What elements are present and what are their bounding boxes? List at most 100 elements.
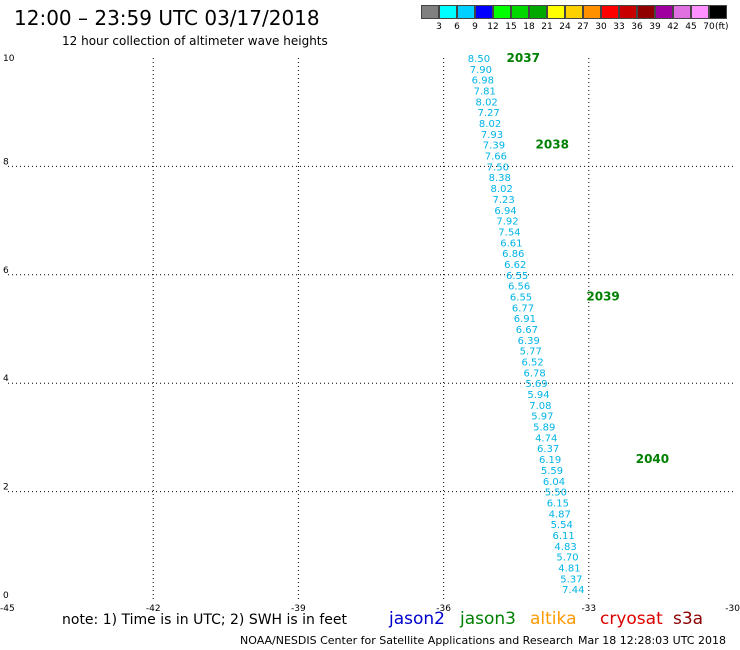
wave-height-value: 5.97: [531, 412, 553, 423]
wave-height-value: 5.69: [525, 379, 547, 390]
wave-height-value: 6.78: [523, 368, 545, 379]
wave-height-value: 7.39: [483, 141, 505, 152]
wave-height-value: 6.86: [502, 249, 524, 260]
color-label: 18: [523, 22, 535, 32]
color-label: 3: [436, 22, 442, 32]
color-swatch: [493, 5, 511, 19]
wave-height-value: 8.02: [479, 119, 501, 130]
color-swatch: [637, 5, 655, 19]
x-tick-label: -36: [436, 604, 451, 614]
chart-subtitle: 12 hour collection of altimeter wave hei…: [62, 34, 328, 48]
color-swatch: [475, 5, 493, 19]
color-swatch: [565, 5, 583, 19]
wave-height-value: 4.83: [554, 542, 576, 553]
wave-height-value: 5.89: [533, 423, 555, 434]
color-label: 9: [472, 22, 478, 32]
satellite-cryosat: cryosat: [600, 609, 663, 629]
wave-height-value: 4.87: [549, 509, 571, 520]
timestamp-text: Mar 18 12:28:03 UTC 2018: [578, 634, 726, 647]
wave-height-value: 6.19: [539, 455, 561, 466]
wave-height-value: 6.56: [508, 282, 530, 293]
wave-height-value: 6.77: [512, 303, 534, 314]
wave-height-value: 7.44: [562, 585, 584, 596]
wave-height-value: 5.59: [541, 466, 563, 477]
x-tick-label: -39: [291, 604, 306, 614]
y-tick-label: 2: [3, 483, 9, 493]
wave-height-value: 7.54: [498, 227, 520, 238]
wave-height-value: 6.39: [518, 336, 540, 347]
color-swatch: [583, 5, 601, 19]
y-tick-label: 6: [3, 266, 9, 276]
y-tick-label: 10: [3, 54, 15, 64]
wave-height-value: 5.77: [520, 347, 542, 358]
satellite-altika: altika: [530, 609, 577, 629]
color-swatch: [655, 5, 673, 19]
wave-height-value: 5.37: [560, 574, 582, 585]
wave-height-value: 5.50: [545, 488, 567, 499]
wave-height-value: 6.15: [547, 498, 569, 509]
wave-height-value: 7.81: [474, 87, 496, 98]
wave-height-value: 8.50: [468, 54, 490, 65]
y-tick-label: 0: [3, 591, 9, 601]
wave-height-value: 7.92: [496, 217, 518, 228]
satellite-jason2: jason2: [389, 609, 445, 629]
color-swatch: [439, 5, 457, 19]
wave-height-value: 6.62: [504, 260, 526, 271]
wave-height-value: 7.23: [492, 195, 514, 206]
color-swatch: [673, 5, 691, 19]
color-swatch: [529, 5, 547, 19]
color-swatch: [421, 5, 439, 19]
pass-number-label: 2037: [507, 51, 540, 65]
wave-height-value: 7.27: [477, 108, 499, 119]
color-label: 36: [631, 22, 643, 32]
color-label: 27: [577, 22, 589, 32]
color-swatch: [619, 5, 637, 19]
color-label: 24: [559, 22, 571, 32]
wave-height-value: 6.55: [506, 271, 528, 282]
wave-height-value: 5.70: [556, 553, 578, 564]
wave-height-value: 5.94: [527, 390, 549, 401]
satellite-s3a: s3a: [673, 609, 704, 629]
x-tick-label: -33: [581, 604, 596, 614]
wave-height-value: 6.94: [494, 206, 516, 217]
color-label: 12: [487, 22, 499, 32]
satellite-jason3: jason3: [460, 609, 516, 629]
wave-height-value: 7.90: [470, 65, 492, 76]
wave-height-value: 5.54: [551, 520, 573, 531]
wave-height-value: 6.04: [543, 477, 565, 488]
x-tick-label: -42: [146, 604, 161, 614]
wave-height-value: 7.66: [485, 152, 507, 163]
wave-height-value: 7.93: [481, 130, 503, 141]
wave-height-value: 8.02: [491, 184, 513, 195]
wave-height-value: 6.61: [500, 238, 522, 249]
pass-number-label: 2039: [586, 289, 619, 303]
y-tick-label: 8: [3, 157, 9, 167]
color-swatch: [511, 5, 529, 19]
color-label: 6: [454, 22, 460, 32]
wave-height-value: 4.74: [535, 433, 557, 444]
wave-height-value: 6.55: [510, 292, 532, 303]
credit-text: NOAA/NESDIS Center for Satellite Applica…: [240, 634, 574, 647]
wave-height-value: 7.50: [487, 162, 509, 173]
color-swatch: [709, 5, 727, 19]
wave-height-value: 8.02: [476, 97, 498, 108]
pass-number-label: 2038: [536, 138, 569, 152]
color-swatch: [457, 5, 475, 19]
wave-height-value: 6.37: [537, 444, 559, 455]
wave-height-value: 6.98: [472, 76, 494, 87]
chart-title: 12:00 – 23:59 UTC 03/17/2018: [14, 6, 320, 30]
x-tick-label: -30: [725, 604, 740, 614]
color-label: 45: [685, 22, 697, 32]
color-label: 21: [541, 22, 553, 32]
color-swatch: [547, 5, 565, 19]
wave-height-value: 8.38: [489, 173, 511, 184]
color-label: 33: [613, 22, 625, 32]
x-tick-label: -45: [0, 604, 15, 614]
color-unit: (ft): [715, 22, 729, 32]
wave-height-value: 6.11: [553, 531, 575, 542]
wave-height-value: 6.67: [516, 325, 538, 336]
color-label: 70: [703, 22, 715, 32]
wave-height-value: 7.08: [529, 401, 551, 412]
wave-height-value: 6.52: [522, 358, 544, 369]
